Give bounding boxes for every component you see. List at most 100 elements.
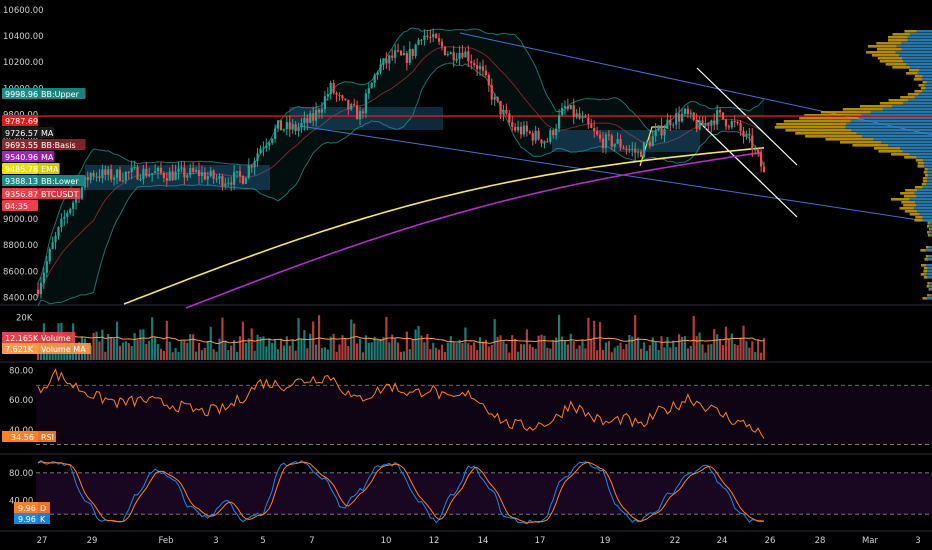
volume-bar xyxy=(721,345,725,360)
volume-profile-bar xyxy=(927,258,932,261)
price-tick-label: 10600.00 xyxy=(3,6,44,16)
volume-bar xyxy=(639,348,643,360)
candle-body xyxy=(417,39,420,45)
candle-body xyxy=(757,149,760,154)
volume-bar xyxy=(443,351,447,360)
candle-body xyxy=(402,53,406,56)
volume-profile-bar xyxy=(923,159,932,162)
volume-profile-bar xyxy=(903,102,932,105)
volume-profile-bar xyxy=(927,294,930,297)
volume-bar xyxy=(490,344,493,360)
volume-bar xyxy=(707,344,710,360)
candle-body xyxy=(212,170,215,179)
volume-profile-bar xyxy=(929,282,932,285)
price-tick-label: 8400.00 xyxy=(3,293,38,303)
candle-body xyxy=(194,170,198,172)
volume-bar xyxy=(598,322,602,360)
candle-body xyxy=(45,261,48,273)
volume-bar xyxy=(394,338,397,360)
volume-profile-bar xyxy=(908,99,932,102)
candle-body xyxy=(151,173,154,175)
candle-body xyxy=(145,168,148,177)
volume-bar xyxy=(408,349,411,360)
candle-body xyxy=(739,123,742,132)
candle-body xyxy=(610,135,613,147)
volume-bar xyxy=(142,329,145,360)
volume-bar xyxy=(136,339,139,360)
candle-body xyxy=(294,124,297,131)
volume-profile-bar xyxy=(820,111,871,114)
volume-bar xyxy=(429,348,432,360)
candle-body xyxy=(555,128,558,136)
candle-body xyxy=(724,119,728,127)
volume-bar xyxy=(265,346,268,360)
volume-bar xyxy=(110,336,113,360)
volume-profile-bar xyxy=(795,132,857,135)
candle-body xyxy=(285,122,288,130)
volume-bar xyxy=(692,315,695,360)
volume-bar xyxy=(224,340,227,360)
volume-bar xyxy=(557,314,561,360)
volume-profile-bar xyxy=(907,36,932,39)
stoch-label-name-box xyxy=(38,513,50,524)
time-tick-label: 12 xyxy=(429,536,440,546)
candle-body xyxy=(678,113,681,122)
volume-bar xyxy=(151,317,154,360)
price-label-name: EMA xyxy=(41,165,59,174)
candle-body xyxy=(130,167,133,173)
volume-profile-bar xyxy=(918,93,932,96)
volume-bar xyxy=(332,333,335,360)
candle-body xyxy=(95,176,98,178)
volume-profile-bar xyxy=(799,117,859,120)
candle-body xyxy=(686,108,689,115)
volume-bar xyxy=(432,342,435,360)
volume-profile-bar xyxy=(879,60,904,63)
candle-body xyxy=(189,168,192,176)
stoch-label-name: D xyxy=(40,504,46,513)
volume-bar xyxy=(569,333,572,360)
volume-bar xyxy=(478,337,482,360)
candle-body xyxy=(315,109,318,121)
candle-body xyxy=(364,93,367,114)
volume-profile-bar xyxy=(916,204,932,207)
volume-profile-bar xyxy=(924,162,932,165)
candle-body xyxy=(736,121,739,124)
price-label: 9485.78 EMA xyxy=(2,163,60,174)
volume-profile-bar xyxy=(925,246,929,249)
volume-bar xyxy=(171,352,174,360)
candle-body xyxy=(704,122,707,126)
candle-body xyxy=(651,136,654,147)
volume-profile-bar xyxy=(926,177,932,180)
candle-body xyxy=(54,235,57,243)
volume-profile-bar xyxy=(858,117,932,120)
candle-body xyxy=(338,94,341,96)
volume-bar xyxy=(399,351,403,360)
volume-bar xyxy=(186,342,189,360)
volume-bar xyxy=(440,344,444,360)
candle-body xyxy=(341,95,344,99)
candle-body xyxy=(680,113,684,122)
volume-profile-bar xyxy=(920,273,926,276)
volume-profile-bar xyxy=(920,87,926,90)
volume-bar xyxy=(279,338,283,360)
volume-profile-bar xyxy=(917,165,925,168)
candle-body xyxy=(353,104,356,106)
volume-profile-bar xyxy=(909,153,932,156)
volume-profile-bar xyxy=(776,123,847,126)
candle-body xyxy=(557,115,561,129)
volume-profile-bar xyxy=(916,156,932,159)
volume-profile-bar xyxy=(923,276,928,279)
candle-body xyxy=(713,120,716,125)
volume-profile-bar xyxy=(928,174,932,177)
volume-bar xyxy=(382,336,385,360)
time-tick-label: 24 xyxy=(717,536,728,546)
volume-bar xyxy=(540,334,543,360)
volume-bar xyxy=(233,339,236,360)
volume-profile-bar xyxy=(785,129,852,132)
candle-body xyxy=(411,48,414,57)
volume-profile-bar xyxy=(892,105,932,108)
volume-profile-bar xyxy=(929,231,932,234)
candle-body xyxy=(215,178,218,180)
volume-label-name-box xyxy=(38,332,76,343)
volume-bar xyxy=(713,329,716,360)
